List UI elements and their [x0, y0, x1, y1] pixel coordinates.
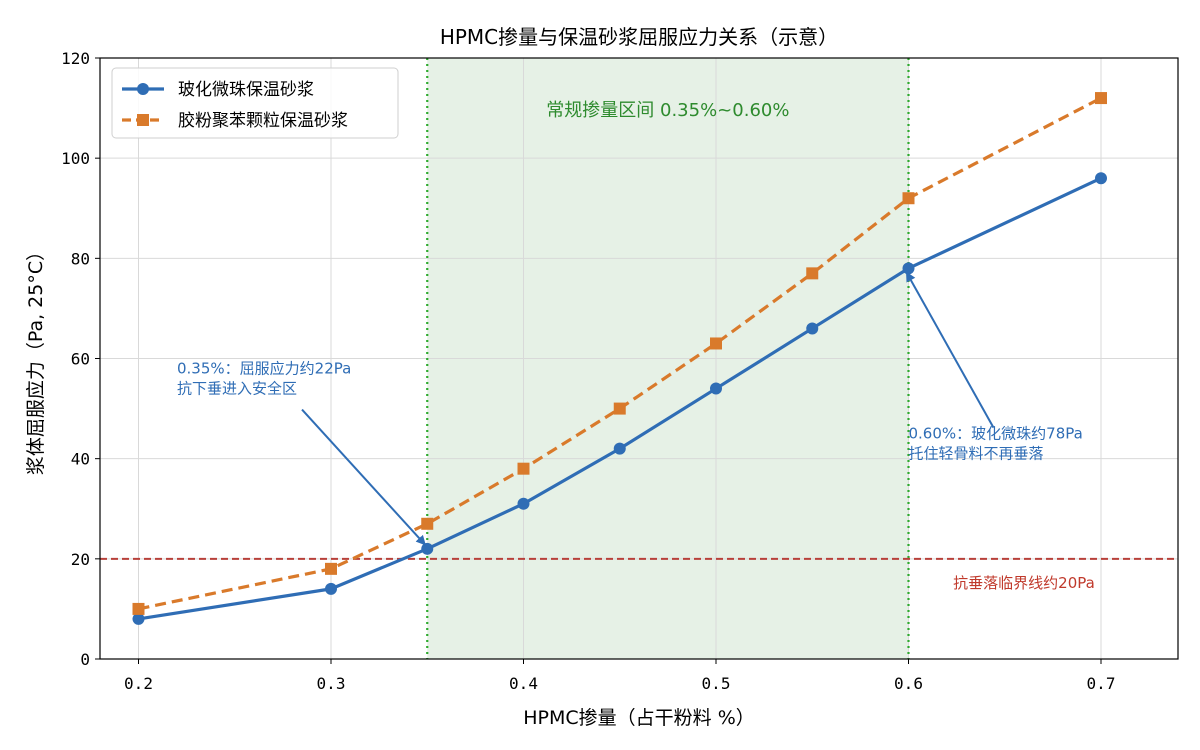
- annotation-arrow-1: [301, 408, 426, 546]
- x-tick-label: 0.7: [1087, 674, 1116, 693]
- y-tick-label: 20: [71, 550, 90, 569]
- y-tick-label: 80: [71, 249, 90, 268]
- y-tick-label: 0: [80, 650, 90, 669]
- annotation-text-1: 0.35%：屈服应力约22Pa 抗下垂进入安全区: [177, 360, 351, 398]
- annotation-text-2: 0.60%：玻化微珠约78Pa 托住轻骨料不再垂落: [909, 425, 1083, 463]
- ticks-layer: 0.2 0.3 0.4 0.5 0.6 0.7 0 20 40 60 80 100 120: [61, 49, 1115, 693]
- shaded-region-label: 常规掺量区间 0.35%~0.60%: [546, 100, 789, 121]
- data-point-circle: [325, 582, 337, 595]
- x-tick-label: 0.3: [317, 674, 346, 693]
- data-point-circle: [517, 497, 530, 510]
- data-point-circle: [902, 262, 915, 275]
- data-point-square: [421, 517, 434, 530]
- data-point-square: [132, 602, 145, 615]
- y-tick-label: 100: [61, 149, 90, 168]
- annotation-layer: 0.35%：屈服应力约22Pa 抗下垂进入安全区 0.60%：玻化微珠约78Pa 托住…: [177, 271, 1083, 546]
- data-point-square: [517, 462, 530, 475]
- y-tick-label: 40: [71, 450, 90, 469]
- legend-label-1: 玻化微珠保温砂浆: [178, 80, 314, 100]
- data-point-square: [806, 267, 819, 280]
- y-tick-label: 60: [71, 350, 90, 369]
- data-point-square: [325, 562, 337, 575]
- annotation-arrow-2: [905, 271, 995, 429]
- data-point-circle: [806, 322, 819, 335]
- x-tick-label: 0.2: [124, 674, 153, 693]
- chart-title: HPMC掺量与保温砂浆屈服应力关系（示意）: [440, 25, 838, 49]
- data-point-circle: [132, 612, 145, 625]
- data-point-circle: [1095, 172, 1107, 185]
- x-tick-label: 0.5: [702, 674, 731, 693]
- data-point-circle: [421, 542, 434, 555]
- x-tick-label: 0.6: [894, 674, 923, 693]
- data-point-circle: [710, 382, 722, 395]
- data-point-square: [613, 402, 626, 415]
- x-axis-label: HPMC掺量（占干粉料 %）: [523, 707, 755, 729]
- data-point-square: [1095, 92, 1107, 105]
- data-point-square: [902, 192, 915, 205]
- legend-label-2: 胶粉聚苯颗粒保温砂浆: [178, 111, 348, 131]
- y-axis-label: 浆体屈服应力（Pa, 25°C）: [25, 242, 47, 475]
- series-layer: [132, 92, 1107, 625]
- y-tick-label: 120: [61, 49, 90, 68]
- reference-line-label: 抗垂落临界线约20Pa: [953, 574, 1095, 592]
- legend-marker-square: [137, 114, 149, 126]
- data-point-square: [710, 337, 722, 350]
- data-point-circle: [613, 442, 626, 455]
- reference-lines-layer: 抗垂落临界线约20Pa 常规掺量区间 0.35%~0.60%: [100, 58, 1178, 659]
- legend-marker-circle: [137, 83, 149, 95]
- legend-box: [111, 67, 399, 139]
- x-tick-label: 0.4: [509, 674, 538, 693]
